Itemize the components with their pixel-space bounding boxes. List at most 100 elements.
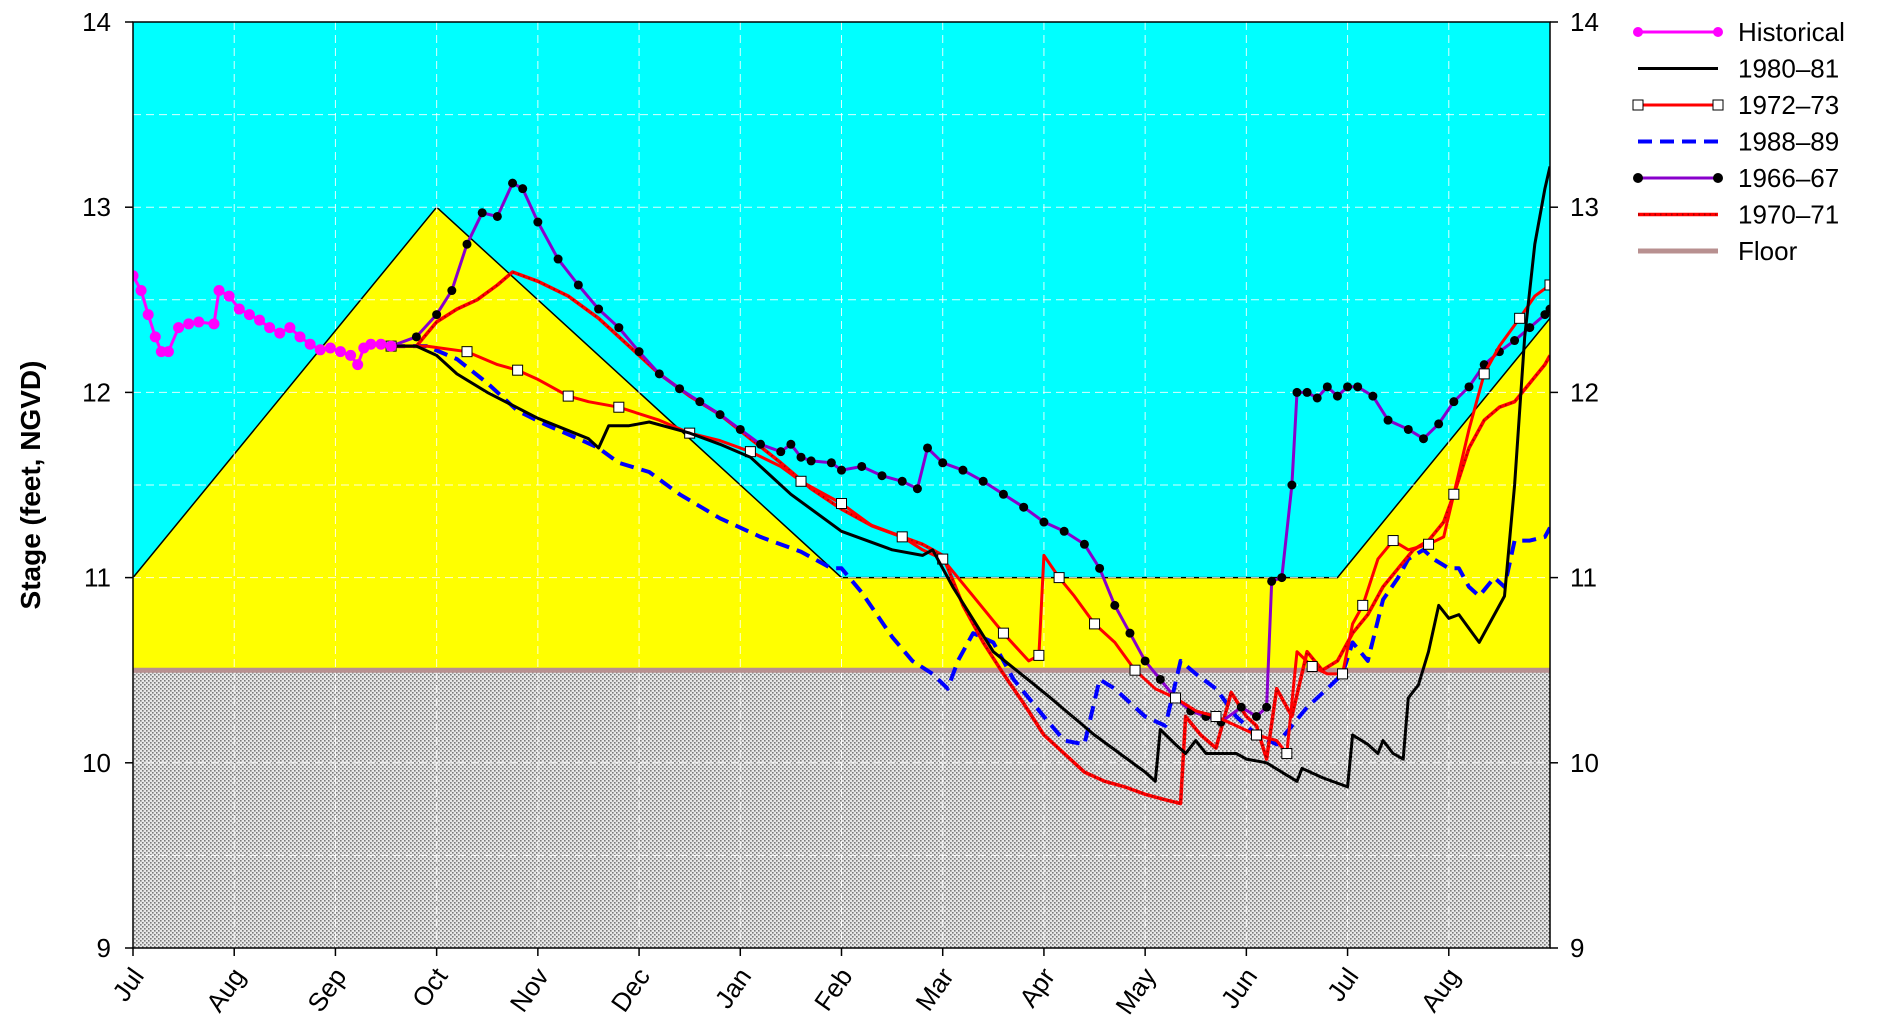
series-marker (135, 285, 147, 297)
series-marker (594, 304, 604, 314)
series-1966-67 (386, 178, 1550, 727)
series-marker (795, 475, 807, 487)
series-marker (923, 443, 933, 453)
x-tick-label: Jun (1215, 962, 1264, 1014)
series-marker (896, 531, 908, 543)
legend-marker (1713, 27, 1723, 37)
series-marker (1544, 279, 1550, 291)
legend-label: 1988–89 (1738, 127, 1839, 157)
series-marker (573, 280, 583, 290)
series-marker (334, 346, 346, 358)
legend-marker (1632, 99, 1644, 111)
series-marker (162, 346, 174, 358)
series-marker (958, 465, 968, 475)
x-tick-label: Nov (504, 962, 555, 1017)
series-marker (776, 447, 786, 457)
y-tick-label-right: 13 (1570, 192, 1599, 222)
x-tick-label: Jul (106, 962, 150, 1006)
legend-marker (1712, 99, 1724, 111)
series-marker (461, 346, 473, 358)
series-marker (1357, 599, 1369, 611)
series-marker (998, 489, 1008, 499)
series-marker (1250, 729, 1262, 741)
series-marker (1140, 656, 1150, 666)
series-marker (1292, 387, 1302, 397)
series-marker (938, 458, 948, 468)
series-marker (345, 349, 357, 361)
series-marker (1423, 538, 1435, 550)
series-marker (183, 318, 195, 330)
series-marker (1170, 692, 1182, 704)
y-tick-label: 11 (84, 563, 111, 593)
series-marker (877, 471, 887, 481)
series-marker (223, 290, 235, 302)
series-marker (1033, 649, 1045, 661)
series-marker (462, 239, 472, 249)
legend-item: 1970–71 (1638, 200, 1839, 230)
series-marker (193, 316, 205, 328)
series-marker (264, 322, 276, 334)
y-tick-label-right: 11 (1570, 563, 1597, 593)
series-marker (1343, 382, 1353, 392)
x-tick-label: Feb (808, 962, 858, 1016)
legend-item: Historical (1633, 17, 1845, 47)
series-marker (1337, 668, 1349, 680)
series-marker (1287, 480, 1297, 490)
series-marker (553, 254, 563, 264)
legend-marker (1713, 173, 1723, 183)
y-tick-label: 14 (82, 7, 111, 37)
series-marker (375, 338, 387, 350)
series-marker (756, 439, 766, 449)
series-layer (133, 166, 1550, 806)
series-marker (837, 465, 846, 475)
y-tick-label-right: 12 (1570, 377, 1599, 407)
series-marker (1236, 702, 1246, 712)
series-marker (1210, 711, 1222, 722)
series-marker (1368, 391, 1378, 401)
series-marker (1125, 628, 1135, 638)
series-marker (695, 397, 705, 407)
series-marker (1110, 600, 1120, 610)
legend-label: 1972–73 (1738, 90, 1839, 120)
legend-item: 1980–81 (1638, 54, 1839, 84)
series-marker (857, 461, 867, 471)
y-tick-label: 12 (82, 377, 111, 407)
series-marker (1434, 419, 1444, 429)
series-marker (1079, 539, 1089, 549)
series-marker (1059, 526, 1069, 536)
y-tick-label: 10 (82, 748, 111, 778)
series-marker (1449, 397, 1459, 407)
series-marker (233, 303, 245, 315)
series-marker (1302, 387, 1312, 397)
series-marker (1510, 336, 1520, 346)
series-marker (133, 270, 139, 282)
series-marker (1089, 618, 1101, 630)
x-tick-label: Aug (1415, 962, 1466, 1017)
x-tick-label: Jan (709, 962, 758, 1014)
x-tick-label: Jul (1321, 962, 1365, 1006)
legend-label: 1970–71 (1738, 200, 1839, 230)
legend: Historical 1980–81 1972–73 1988–89 1966–67 19… (1632, 17, 1845, 266)
series-marker (518, 184, 528, 194)
x-tick-label: Sep (301, 962, 352, 1017)
series-marker (385, 340, 397, 352)
legend-marker (1633, 173, 1643, 183)
series-marker (324, 342, 336, 354)
series-marker (508, 178, 518, 188)
series-marker (997, 627, 1009, 639)
series-marker (1403, 424, 1413, 434)
x-tick-label: Dec (605, 962, 656, 1017)
series-marker (365, 338, 377, 350)
series-1980-81 (391, 166, 1550, 789)
series-marker (1251, 712, 1261, 721)
y-tick-label: 9 (97, 933, 111, 963)
series-marker (836, 498, 847, 510)
series-marker (1387, 535, 1399, 547)
series-marker (1129, 664, 1141, 676)
series-marker (1262, 702, 1272, 712)
x-tick-label: May (1109, 962, 1162, 1019)
series-marker (1448, 488, 1460, 500)
series-1972-73 (385, 279, 1550, 760)
series-marker (1312, 393, 1322, 403)
